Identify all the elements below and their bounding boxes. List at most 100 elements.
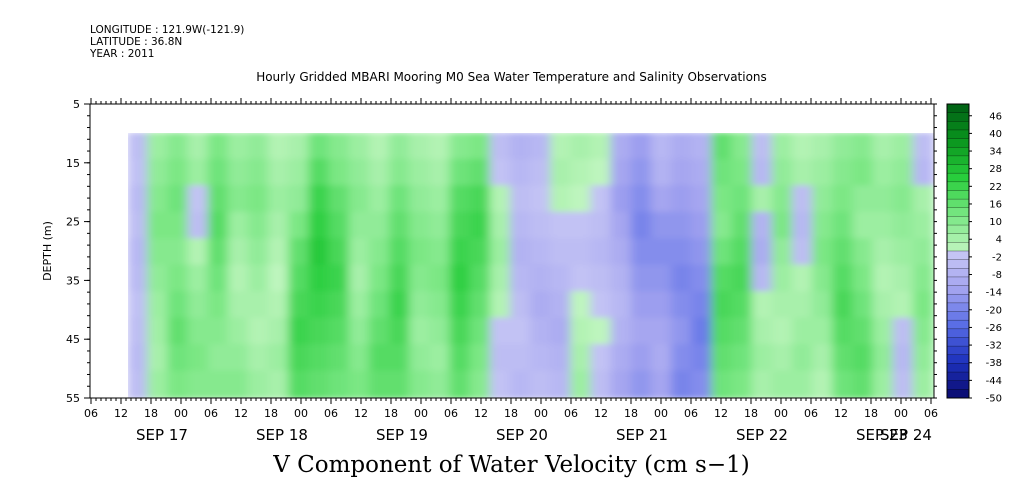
x-tick-label: 06 (204, 407, 218, 420)
x-tick-label: 00 (774, 407, 788, 420)
heatmap-cell (147, 317, 170, 347)
heatmap-cell (872, 158, 895, 188)
heatmap-cell (610, 264, 633, 294)
heatmap-cell (731, 291, 754, 320)
heatmap-cell (912, 238, 934, 267)
heatmap-cell (691, 238, 714, 267)
heatmap-cell (368, 370, 391, 398)
colorbar-swatch (947, 138, 969, 148)
heatmap-cell (530, 370, 553, 398)
heatmap-cell (771, 317, 794, 347)
heatmap-cell (449, 211, 472, 241)
heatmap-cell (509, 211, 532, 241)
heatmap-cell (691, 264, 714, 294)
colorbar-swatch (947, 129, 969, 140)
heatmap-cell (570, 185, 593, 214)
colorbar: 46 40 34 28 22 16 10 4 -2 -8 -14 -20 -26 -32 -38 -44 -50 (946, 103, 1002, 405)
heatmap-cell (268, 264, 291, 294)
heatmap-cell (167, 264, 190, 294)
heatmap-cell (852, 264, 875, 294)
heatmap-cell (892, 133, 915, 161)
heatmap-cell (691, 133, 714, 161)
heatmap-cell (288, 317, 311, 347)
heatmap-cell (227, 211, 250, 241)
heatmap-cell (872, 344, 895, 373)
heatmap-cell (227, 317, 250, 347)
colorbar-swatch (947, 346, 969, 356)
heatmap-cell (590, 158, 613, 188)
heatmap-cell (368, 317, 391, 347)
heatmap-cell (630, 291, 653, 320)
heatmap-cell (691, 291, 714, 320)
heatmap-cell (550, 158, 573, 188)
colorbar-swatch (947, 121, 969, 131)
heatmap-cell (509, 133, 532, 161)
heatmap-cell (227, 185, 250, 214)
heatmap-cell (610, 344, 633, 373)
colorbar-label: 40 (989, 129, 1002, 140)
heatmap-cell (348, 291, 371, 320)
heatmap-cell (771, 238, 794, 267)
heatmap-cell (388, 370, 412, 398)
heatmap-cell (550, 238, 573, 267)
colorbar-swatch (947, 199, 969, 209)
heatmap-cell (268, 211, 291, 241)
heatmap-cell (328, 370, 351, 398)
heatmap-cell (791, 264, 815, 294)
heatmap-cell (469, 291, 492, 320)
colorbar-swatch (947, 242, 969, 252)
colorbar-swatch (947, 181, 969, 191)
heatmap-cell (812, 344, 835, 373)
heatmap-cell (852, 291, 875, 320)
heatmap-cell (128, 291, 150, 320)
heatmap-cell (892, 158, 915, 188)
heatmap-cell (892, 291, 915, 320)
heatmap-cell (167, 291, 190, 320)
heatmap-cell (650, 238, 674, 267)
heatmap-cell (207, 317, 230, 347)
heatmap-cell (147, 264, 170, 294)
heatmap-cell (812, 158, 835, 188)
heatmap-cell (610, 185, 633, 214)
heatmap-cell (610, 211, 633, 241)
heatmap-cell (852, 317, 875, 347)
heatmap-cell (388, 158, 412, 188)
heatmap-cell (348, 317, 371, 347)
heatmap-cell (731, 370, 754, 398)
heatmap-cell (711, 158, 734, 188)
heatmap-cell (247, 158, 271, 188)
heatmap-cell (187, 133, 210, 161)
heatmap-cell (590, 185, 613, 214)
x-day-label: SEP 17 (136, 426, 188, 444)
colorbar-label: 10 (989, 217, 1002, 228)
y-tick-label: 5 (73, 98, 80, 111)
heatmap-cell (650, 133, 674, 161)
heatmap-cell (671, 238, 694, 267)
heatmap-cell (711, 264, 734, 294)
heatmap-cell (550, 344, 573, 373)
heatmap-cell (691, 211, 714, 241)
heatmap-cell (207, 238, 230, 267)
heatmap-cell (650, 344, 674, 373)
heatmap-cell (429, 211, 452, 241)
heatmap-cell (227, 238, 250, 267)
colorbar-swatch (947, 276, 969, 287)
heatmap-cell (429, 317, 452, 347)
heatmap-cell (530, 317, 553, 347)
heatmap-cell (751, 185, 774, 214)
heatmap-cell (711, 370, 734, 398)
colorbar-label: -38 (986, 358, 1002, 369)
heatmap-cell (187, 238, 210, 267)
heatmap-cell (207, 211, 230, 241)
heatmap-cell (247, 238, 271, 267)
heatmap-cell (469, 211, 492, 241)
heatmap-cell (590, 264, 613, 294)
heatmap-cell (832, 133, 855, 161)
y-tick-label: 45 (66, 333, 80, 346)
heatmap-cell (308, 317, 331, 347)
y-axis-label: DEPTH (m) (41, 221, 54, 281)
heatmap-cell (388, 317, 412, 347)
heatmap-cell (610, 238, 633, 267)
heatmap-cell (872, 211, 895, 241)
heatmap-cell (328, 185, 351, 214)
